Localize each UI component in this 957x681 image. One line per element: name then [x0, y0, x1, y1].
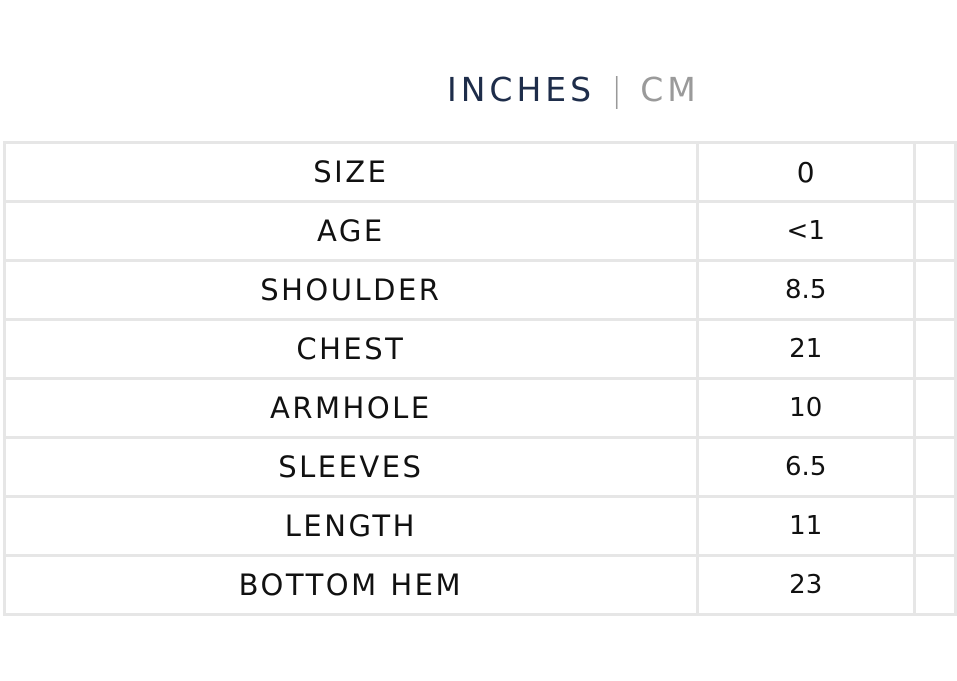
next-column-cell	[912, 554, 957, 616]
table-row: LENGTH 11	[3, 495, 957, 557]
next-column-cell	[912, 495, 957, 557]
row-value: 10	[695, 377, 916, 439]
table-row: SIZE 0	[3, 141, 957, 203]
row-value: 0	[695, 141, 916, 203]
next-column-cell	[912, 141, 957, 203]
row-label: ARMHOLE	[3, 377, 699, 439]
row-label: SHOULDER	[3, 259, 699, 321]
row-value: 21	[695, 318, 916, 380]
row-label: SIZE	[3, 141, 699, 203]
table-row: SHOULDER 8.5	[3, 259, 957, 321]
row-value: 11	[695, 495, 916, 557]
inches-toggle[interactable]: INCHES	[447, 70, 596, 109]
next-column-cell	[912, 259, 957, 321]
table-row: ARMHOLE 10	[3, 377, 957, 439]
row-label: SLEEVES	[3, 436, 699, 498]
row-value: 8.5	[695, 259, 916, 321]
unit-toggle: INCHES | CM	[447, 70, 700, 109]
table-row: CHEST 21	[3, 318, 957, 380]
row-value: 6.5	[695, 436, 916, 498]
next-column-cell	[912, 318, 957, 380]
row-value: <1	[695, 200, 916, 262]
row-value: 23	[695, 554, 916, 616]
table-row: SLEEVES 6.5	[3, 436, 957, 498]
row-label: BOTTOM HEM	[3, 554, 699, 616]
next-column-cell	[912, 377, 957, 439]
unit-separator: |	[611, 70, 627, 109]
row-label: AGE	[3, 200, 699, 262]
row-label: LENGTH	[3, 495, 699, 557]
table-row: BOTTOM HEM 23	[3, 554, 957, 616]
next-column-cell	[912, 436, 957, 498]
table-row: AGE <1	[3, 200, 957, 262]
next-column-cell	[912, 200, 957, 262]
cm-toggle[interactable]: CM	[640, 70, 700, 109]
row-label: CHEST	[3, 318, 699, 380]
size-chart-table: SIZE 0 AGE <1 SHOULDER 8.5 CHEST 21 ARMHOLE 10 SLE…	[3, 141, 957, 616]
